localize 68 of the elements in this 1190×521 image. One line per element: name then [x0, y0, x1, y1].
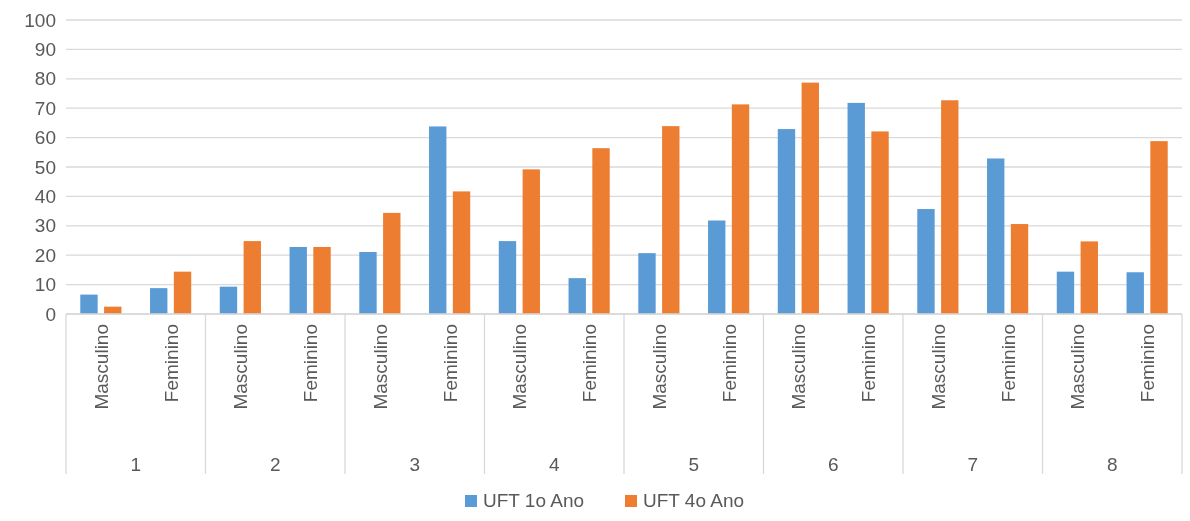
bar — [429, 126, 447, 314]
bar — [568, 278, 586, 314]
bar — [941, 100, 959, 314]
x-tick-label: Masculino — [648, 324, 670, 410]
legend-label: UFT 4o Ano — [643, 490, 745, 511]
x-tick-label: Feminino — [160, 324, 182, 403]
bar — [383, 212, 401, 314]
text: 4 — [548, 454, 560, 475]
bar — [847, 102, 865, 314]
bar — [917, 209, 935, 314]
bar — [801, 82, 819, 314]
text: 3 — [409, 454, 421, 475]
y-tick-label: 90 — [34, 39, 56, 61]
bar — [219, 286, 238, 314]
text: 7 — [967, 454, 979, 475]
text: 1 — [130, 454, 142, 475]
bar — [987, 158, 1005, 314]
bar — [1080, 241, 1098, 314]
y-tick-label: 0 — [45, 303, 56, 325]
bar — [777, 129, 796, 314]
x-tick-label: Masculino — [230, 324, 252, 410]
bar — [243, 241, 261, 314]
y-tick-label: 30 — [34, 215, 56, 237]
y-tick-label: 60 — [34, 127, 56, 149]
bar — [1010, 224, 1029, 314]
x-tick-label: Masculino — [509, 324, 531, 410]
y-tick-label: 20 — [34, 244, 56, 266]
bar — [173, 271, 192, 314]
y-tick-label: 40 — [34, 186, 56, 208]
bar — [289, 246, 307, 314]
x-tick-label: Masculino — [927, 324, 949, 410]
text: 6 — [827, 454, 839, 475]
y-tick-label: 70 — [34, 97, 56, 119]
bar — [662, 126, 680, 314]
bar — [522, 169, 540, 314]
x-tick-label: Feminino — [718, 324, 740, 403]
x-tick-label: Feminino — [858, 324, 880, 403]
bar — [592, 148, 610, 314]
y-tick-label: 80 — [34, 68, 56, 90]
bar — [1150, 141, 1168, 314]
bar — [80, 294, 98, 314]
bar — [452, 191, 471, 314]
bar — [731, 104, 750, 314]
y-tick-label: 50 — [34, 156, 56, 178]
x-tick-label: Feminino — [300, 324, 322, 403]
x-tick-label: Feminino — [439, 324, 461, 403]
y-tick-label: 100 — [24, 9, 56, 31]
x-tick-label: Feminino — [579, 324, 601, 403]
text: 5 — [688, 454, 700, 475]
bar — [708, 220, 726, 314]
x-tick-label: Masculino — [90, 324, 112, 410]
x-tick-label: Masculino — [369, 324, 391, 410]
bar — [313, 246, 331, 314]
x-tick-label: Feminino — [997, 324, 1019, 403]
x-tick-label: Masculino — [788, 324, 810, 410]
bar — [1056, 271, 1075, 314]
bar — [871, 131, 889, 314]
x-tick-label: Feminino — [1137, 324, 1159, 403]
text: 2 — [269, 454, 281, 475]
bar — [150, 288, 168, 314]
bar — [359, 251, 377, 314]
y-tick-label: 10 — [34, 274, 56, 296]
text: 8 — [1106, 454, 1118, 475]
x-tick-label: Masculino — [1067, 324, 1089, 410]
bar — [638, 253, 656, 314]
bar — [1126, 272, 1144, 314]
bar — [498, 241, 517, 314]
legend-label: UFT 1o Ano — [483, 490, 585, 511]
